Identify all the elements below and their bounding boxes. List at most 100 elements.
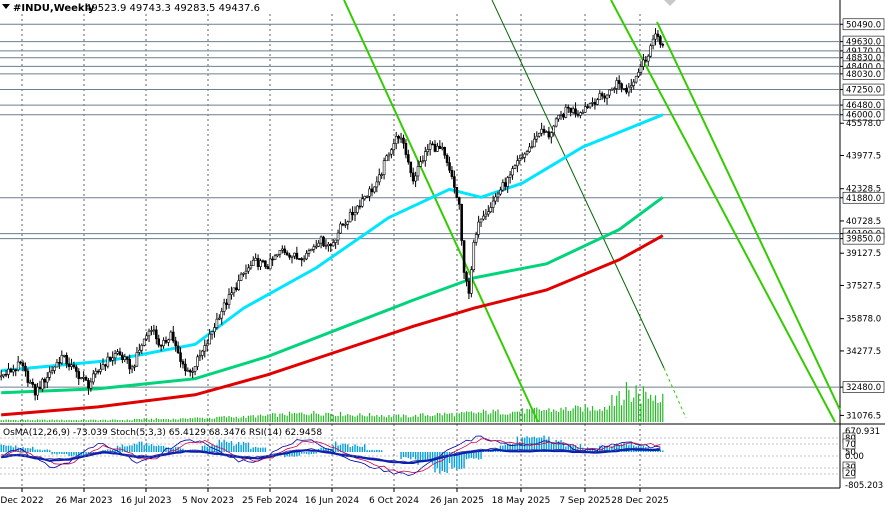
candle-body bbox=[423, 151, 427, 162]
candle-body bbox=[0, 375, 3, 378]
candle-body bbox=[72, 364, 76, 368]
candle-body bbox=[89, 381, 93, 389]
candle-body bbox=[380, 174, 383, 176]
candle-body bbox=[327, 243, 330, 246]
candle-body bbox=[348, 211, 352, 223]
price-tick-label: 47250.0 bbox=[846, 86, 881, 96]
candle-body bbox=[574, 108, 577, 115]
candle-body bbox=[470, 269, 473, 294]
candle-body bbox=[615, 80, 619, 89]
candle-body bbox=[106, 356, 110, 367]
candle-body bbox=[368, 188, 371, 197]
trend-channel-line bbox=[656, 21, 841, 411]
candle-body bbox=[392, 143, 396, 151]
candle-body bbox=[535, 135, 539, 140]
candle-body bbox=[169, 331, 173, 341]
time-tick-label: 18 May 2025 bbox=[492, 496, 551, 506]
oscillator-label: OsMA(12,26,9) -73.039 Stoch(5,3,3) 65.41… bbox=[3, 428, 322, 438]
candle-body bbox=[537, 132, 541, 137]
candle-body bbox=[661, 44, 665, 46]
candle-body bbox=[484, 213, 488, 217]
macd-line bbox=[1, 448, 661, 465]
price-tick-label: 49630.0 bbox=[846, 38, 881, 48]
candle-body bbox=[205, 343, 209, 346]
candle-body bbox=[91, 373, 95, 383]
candle-body bbox=[562, 113, 565, 118]
candle-body bbox=[24, 365, 27, 372]
candle-body bbox=[276, 253, 279, 257]
candle-body bbox=[487, 211, 490, 215]
shift-marker-icon[interactable] bbox=[664, 0, 676, 6]
candle-body bbox=[436, 145, 439, 152]
oscillator-level-box bbox=[842, 438, 856, 450]
candle-body bbox=[576, 113, 580, 116]
candle-body bbox=[433, 143, 437, 152]
candle-body bbox=[600, 93, 604, 97]
candle-body bbox=[128, 359, 131, 370]
candle-body bbox=[356, 205, 359, 213]
candle-body bbox=[617, 80, 621, 84]
candle-body bbox=[639, 66, 643, 73]
candle-body bbox=[259, 260, 262, 267]
candle-body bbox=[390, 149, 393, 155]
candle-body bbox=[77, 371, 81, 379]
symbol-label: #INDU,Weekly bbox=[13, 3, 95, 14]
candle-body bbox=[334, 239, 337, 243]
time-tick-label: 6 Oct 2024 bbox=[369, 496, 419, 506]
candle-body bbox=[2, 373, 5, 377]
candle-body bbox=[394, 136, 398, 144]
candle-body bbox=[382, 160, 386, 175]
time-axis-ticks: Dec 2022 26 Mar 2023 16 Jul 2023 5 Nov 2023… bbox=[0, 488, 669, 506]
candle-body bbox=[508, 174, 512, 178]
candle-body bbox=[566, 106, 570, 109]
candle-body bbox=[314, 245, 318, 248]
candle-body bbox=[62, 355, 66, 357]
candle-body bbox=[494, 196, 497, 202]
candle-body bbox=[450, 169, 454, 177]
candle-body bbox=[75, 366, 78, 372]
oscillator-tick-label: 70 bbox=[845, 440, 856, 450]
candle-body bbox=[416, 166, 420, 177]
dropdown-triangle-icon[interactable] bbox=[2, 4, 10, 9]
candle-body bbox=[491, 200, 495, 208]
candle-body bbox=[346, 221, 350, 225]
candle-body bbox=[411, 172, 415, 182]
candle-body bbox=[125, 356, 129, 360]
candle-body bbox=[583, 106, 587, 113]
oscillator-tick-label: 20 bbox=[845, 469, 856, 479]
oscillator-tick-label: -805.203 bbox=[845, 481, 883, 491]
candle-body bbox=[474, 234, 478, 243]
candle-body bbox=[421, 160, 425, 163]
candle-body bbox=[593, 102, 597, 105]
candle-body bbox=[53, 366, 56, 371]
candle-body bbox=[365, 196, 369, 198]
horizontal-levels bbox=[0, 23, 840, 388]
candle-body bbox=[38, 386, 42, 390]
candle-body bbox=[302, 258, 306, 261]
candle-body bbox=[293, 252, 296, 257]
candle-body bbox=[634, 75, 638, 83]
time-tick-label: Dec 2022 bbox=[0, 496, 43, 506]
candle-body bbox=[215, 318, 219, 328]
candle-body bbox=[363, 196, 367, 200]
candle-body bbox=[399, 137, 403, 140]
candle-body bbox=[319, 236, 323, 244]
candle-body bbox=[557, 114, 560, 120]
candle-body bbox=[499, 189, 502, 195]
candle-body bbox=[239, 273, 243, 281]
price-level-box bbox=[842, 18, 885, 31]
candle-body bbox=[99, 368, 102, 372]
oscillator-level-box bbox=[842, 467, 856, 479]
candle-body bbox=[19, 361, 22, 364]
candle-body bbox=[336, 232, 340, 241]
candle-body bbox=[281, 248, 284, 251]
candle-body bbox=[210, 331, 214, 335]
candle-body bbox=[472, 242, 476, 271]
candle-body bbox=[559, 113, 563, 116]
candle-body bbox=[496, 193, 500, 198]
candle-body bbox=[603, 95, 606, 99]
price-tick-label: 31076.5 bbox=[846, 411, 881, 421]
candle-body bbox=[501, 182, 505, 191]
candle-body bbox=[610, 89, 614, 91]
candle-body bbox=[191, 371, 194, 373]
